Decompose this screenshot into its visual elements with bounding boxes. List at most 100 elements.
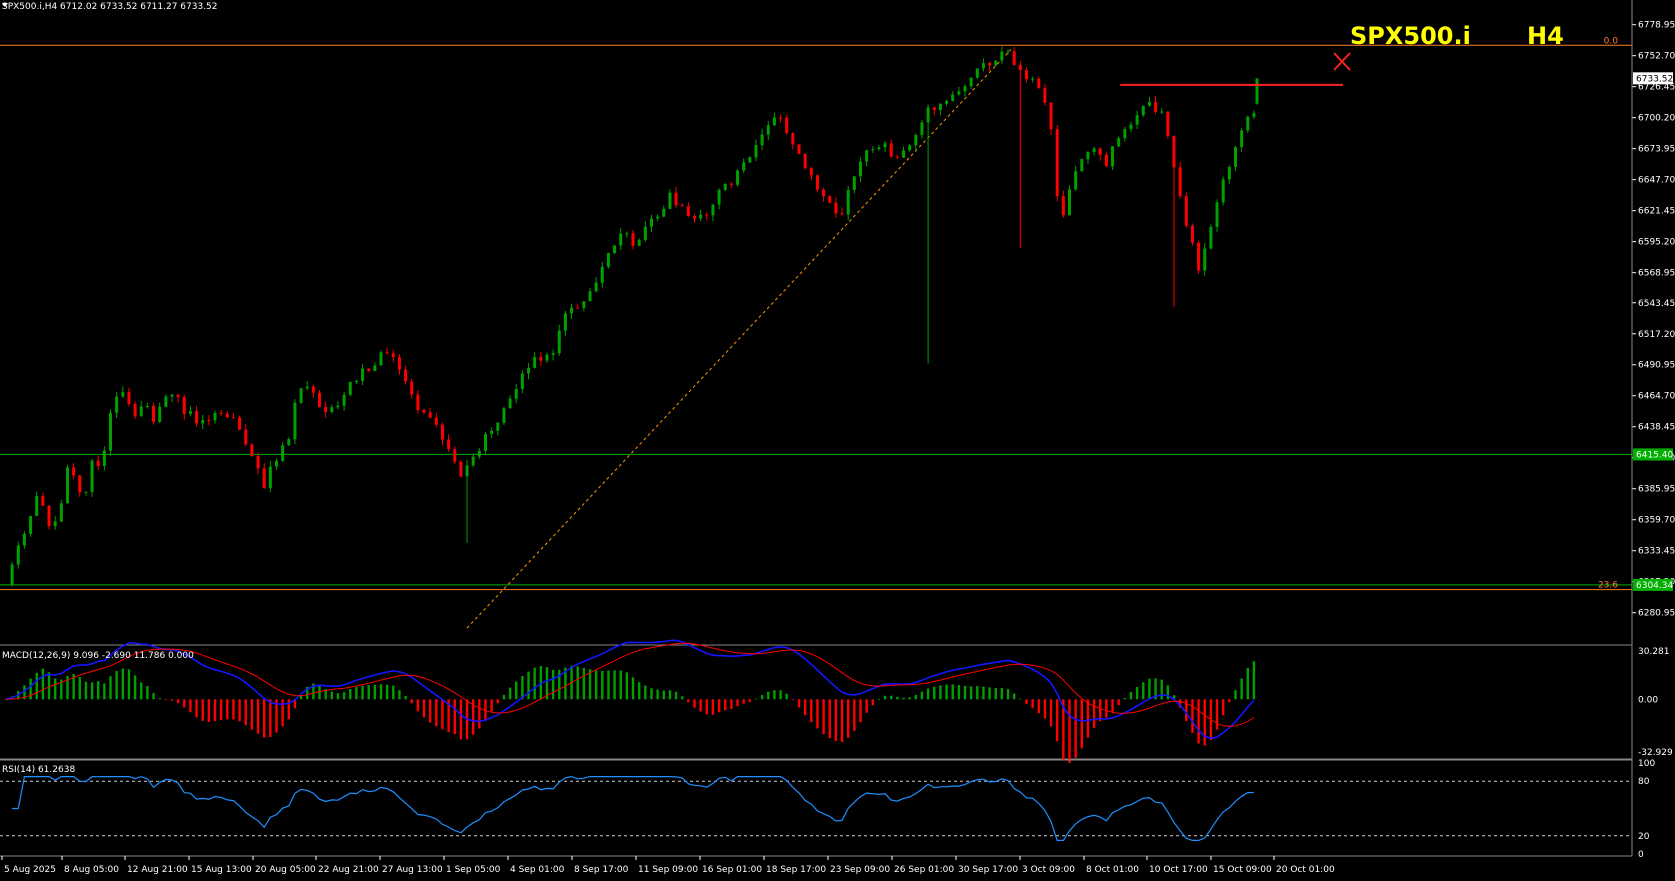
macd-histogram-bar — [164, 699, 168, 701]
candle-body — [951, 94, 955, 102]
macd-histogram-bar — [183, 699, 186, 708]
candle-body — [803, 153, 807, 169]
candle-body — [1252, 113, 1256, 117]
macd-histogram-bar — [60, 679, 63, 700]
candle-body — [354, 380, 358, 383]
macd-tick-label: 30.281 — [1638, 647, 1670, 657]
macd-histogram-bar — [687, 699, 690, 703]
time-tick-label: 20 Oct 01:00 — [1276, 865, 1335, 875]
chart-title-timeframe: H4 — [1527, 22, 1564, 50]
macd-histogram-bar — [404, 695, 407, 700]
macd-histogram-bar — [66, 675, 69, 700]
macd-histogram-bar — [23, 685, 26, 700]
macd-histogram-bar — [650, 688, 653, 700]
candle-body — [643, 226, 647, 241]
candle-body — [988, 63, 992, 66]
candle-body — [779, 117, 783, 119]
macd-histogram-bar — [453, 699, 456, 735]
candle-body — [35, 496, 39, 516]
macd-histogram-bar — [926, 688, 930, 700]
candle-body — [668, 192, 672, 209]
candle-body — [1184, 196, 1188, 226]
candle-body — [625, 233, 629, 235]
cross-marker-icon[interactable] — [1333, 52, 1351, 71]
candle-body — [170, 394, 174, 397]
candle-body — [361, 368, 365, 381]
macd-histogram-bar — [373, 684, 377, 700]
candle-body — [834, 202, 838, 214]
rsi-tick-label: 0 — [1638, 850, 1644, 860]
candle-body — [846, 189, 850, 215]
candle-body — [158, 406, 162, 422]
candle-body — [274, 460, 278, 467]
candle-body — [1240, 130, 1244, 148]
candle-body — [945, 101, 949, 104]
macd-histogram-bar — [1056, 699, 1059, 742]
candle-body — [1111, 146, 1115, 167]
price-level-tag — [1633, 578, 1673, 591]
candle-body — [520, 373, 524, 389]
price-tick-label: 6621.45 — [1638, 207, 1675, 217]
price-horizontal-lines[interactable] — [0, 44, 1632, 591]
candle-body — [10, 564, 14, 585]
macd-histogram-bar — [262, 699, 266, 738]
candle-body — [213, 412, 217, 421]
macd-histogram-bar — [435, 699, 438, 727]
candle-body — [969, 77, 973, 87]
fib-trend-line[interactable] — [466, 49, 1012, 629]
macd-histogram-bar — [1111, 699, 1114, 712]
macd-histogram-bar — [496, 699, 499, 704]
candle-body — [748, 157, 752, 163]
candle-body — [975, 68, 979, 78]
trend-line[interactable] — [466, 49, 1012, 629]
macd-histogram-bar — [785, 693, 788, 700]
candle-body — [496, 422, 500, 431]
candle-body — [570, 307, 574, 314]
candle-body — [244, 429, 248, 445]
macd-histogram-bar — [588, 669, 592, 700]
candle-body — [938, 103, 942, 110]
candle-body — [889, 143, 893, 157]
candle-body — [145, 405, 149, 407]
macd-histogram-bar — [29, 678, 32, 700]
candle-body — [1221, 179, 1225, 203]
candle-body — [16, 545, 20, 565]
macd-signal-line — [5, 642, 1255, 727]
candle-body — [256, 456, 260, 469]
macd-histogram-bar — [1148, 678, 1151, 700]
macd-histogram-bar — [582, 667, 586, 700]
macd-histogram-bar — [705, 699, 709, 715]
candle-body — [1154, 101, 1158, 112]
candle-body — [29, 515, 33, 534]
candle-body — [250, 444, 254, 457]
candle-body — [219, 412, 223, 414]
time-tick-label: 16 Sep 01:00 — [702, 865, 762, 875]
macd-histogram-bar — [1191, 699, 1194, 733]
candle-body — [508, 398, 512, 409]
macd-histogram-bar — [533, 667, 536, 700]
macd-histogram-bar — [846, 699, 850, 738]
dropdown-arrow-icon[interactable] — [2, 3, 8, 7]
macd-histogram-bar — [662, 690, 665, 700]
macd-histogram-bar — [53, 678, 57, 700]
macd-histogram-bar — [1197, 699, 1200, 744]
macd-panel[interactable]: 30.281 0.00 -32.929 MACD(12,26,9) 9.096 -2… — [0, 639, 1673, 763]
macd-histogram-bar — [299, 695, 303, 700]
candle-body — [1215, 202, 1219, 227]
macd-histogram-bar — [902, 697, 905, 700]
rsi-panel[interactable]: 100 80 20 0 RSI(14) 61.2638 — [0, 759, 1655, 860]
macd-histogram-bar — [1049, 699, 1053, 727]
macd-histogram-bar — [969, 686, 973, 700]
macd-histogram-bar — [1142, 682, 1145, 700]
price-panel[interactable]: 6778.95 6752.70 6726.45 6700.20 6673.95 6647.… — [0, 2, 1675, 629]
macd-histogram-bar — [1160, 679, 1163, 700]
macd-histogram-bar — [355, 687, 358, 700]
price-tick-label: 6464.70 — [1638, 392, 1675, 402]
candle-body — [588, 291, 592, 302]
macd-histogram-bar — [1019, 698, 1022, 700]
macd-histogram-bar — [791, 699, 795, 701]
candle-body — [262, 468, 266, 489]
candle-body — [109, 412, 113, 451]
candle-body — [600, 266, 604, 283]
